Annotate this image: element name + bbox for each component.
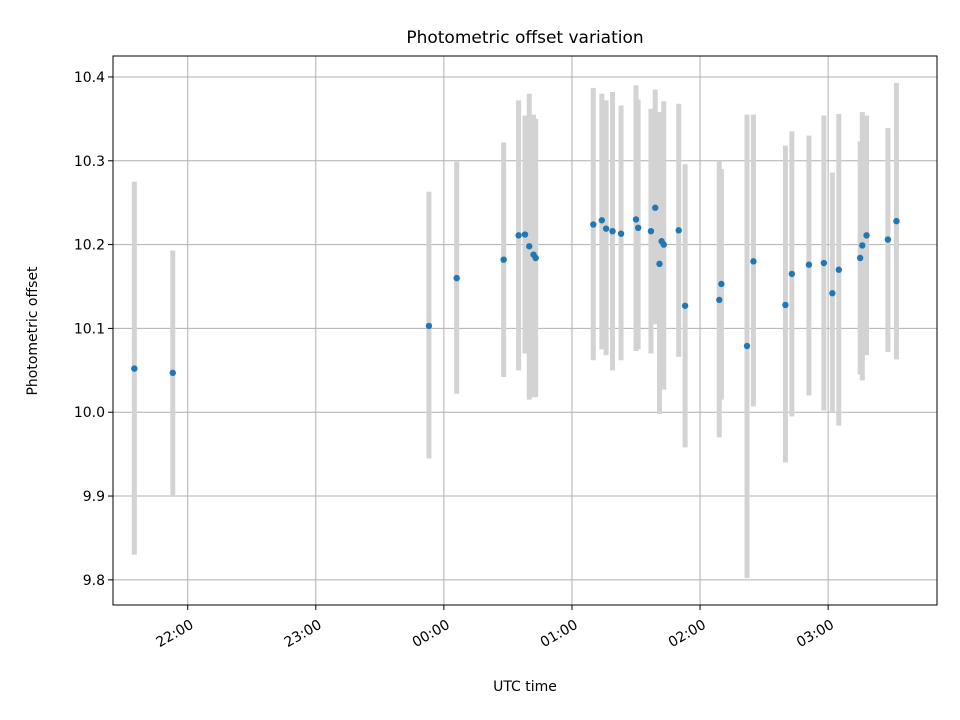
data-point — [820, 259, 828, 267]
x-tick-label: 03:00 — [794, 617, 837, 651]
data-point — [675, 227, 682, 234]
x-axis-label: UTC time — [493, 679, 557, 695]
data-point — [526, 243, 533, 250]
data-point — [590, 221, 597, 228]
data-point — [652, 204, 659, 211]
y-axis-label: Photometric offset — [25, 266, 41, 396]
grid-layer — [113, 56, 937, 605]
data-point — [647, 227, 655, 235]
data-point — [656, 260, 663, 268]
data-point — [425, 322, 433, 330]
data-point — [718, 280, 725, 288]
errorbar-layer — [131, 82, 899, 579]
data-point — [716, 296, 723, 304]
plot-frame — [112, 55, 938, 606]
data-point — [750, 258, 757, 265]
x-tick-label: 01:00 — [538, 617, 581, 651]
data-point — [893, 217, 900, 225]
data-point — [805, 261, 813, 268]
data-point — [598, 217, 606, 224]
data-point — [788, 270, 796, 278]
data-point — [856, 254, 864, 262]
data-point — [500, 256, 507, 263]
data-point — [859, 242, 866, 249]
point-layer — [131, 204, 900, 377]
data-point — [609, 227, 616, 235]
data-point — [515, 232, 522, 239]
data-point — [521, 231, 529, 238]
y-axis-ticks: 9.8 9.9 10.0 10.1 10.2 10.3 10.4 — [74, 70, 113, 589]
data-point — [602, 225, 610, 232]
data-point — [532, 254, 539, 262]
data-point — [617, 230, 625, 237]
data-point — [632, 216, 640, 223]
x-tick-label: 23:00 — [282, 617, 325, 651]
y-tick-label: 9.8 — [83, 573, 105, 589]
y-tick-label: 10.1 — [74, 321, 105, 337]
x-tick-label: 00:00 — [410, 617, 453, 651]
x-axis-ticks: 22:00 23:00 00:00 01:00 02:00 03:00 — [154, 605, 837, 651]
data-point — [884, 236, 892, 243]
y-tick-label: 10.4 — [74, 70, 105, 86]
data-point — [782, 301, 789, 309]
chart-title: Photometric offset variation — [406, 28, 643, 48]
x-tick-label: 02:00 — [666, 617, 709, 651]
data-point — [453, 274, 460, 282]
data-point — [169, 369, 176, 377]
data-point — [131, 365, 138, 372]
data-point — [743, 342, 751, 350]
y-tick-label: 10.0 — [74, 405, 105, 421]
data-point — [863, 232, 870, 239]
data-point — [634, 224, 642, 232]
data-point — [681, 302, 689, 309]
y-tick-label: 10.2 — [74, 238, 105, 254]
data-point — [660, 241, 667, 248]
y-tick-label: 9.9 — [83, 489, 105, 505]
data-point — [835, 266, 843, 273]
x-tick-label: 22:00 — [154, 617, 197, 651]
y-tick-label: 10.3 — [74, 154, 105, 170]
data-point — [829, 290, 836, 297]
